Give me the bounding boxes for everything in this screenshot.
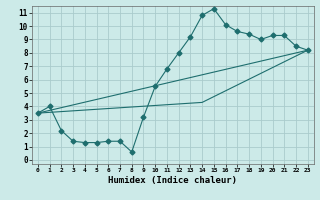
X-axis label: Humidex (Indice chaleur): Humidex (Indice chaleur) [108,176,237,185]
